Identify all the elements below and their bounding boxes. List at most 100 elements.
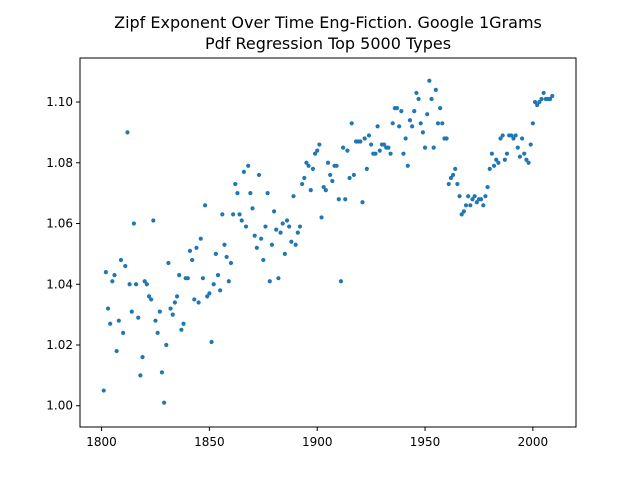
data-point xyxy=(291,194,296,199)
data-point xyxy=(369,142,374,147)
data-point xyxy=(129,309,134,314)
data-point xyxy=(149,297,154,302)
data-point xyxy=(463,203,469,208)
data-point xyxy=(526,160,531,165)
data-point xyxy=(121,330,126,335)
data-point xyxy=(162,400,167,405)
data-point xyxy=(224,254,229,260)
data-point xyxy=(177,273,182,278)
data-point xyxy=(528,142,533,147)
x-tick-label: 1900 xyxy=(302,435,333,449)
data-point xyxy=(108,321,113,326)
data-point xyxy=(425,112,430,117)
data-point xyxy=(317,142,322,147)
x-tick-label: 2000 xyxy=(518,435,549,449)
data-point xyxy=(220,212,225,217)
data-point xyxy=(218,288,223,293)
data-point xyxy=(237,212,242,217)
data-point xyxy=(328,172,333,178)
data-point xyxy=(254,245,259,250)
data-point xyxy=(174,294,180,299)
data-point xyxy=(269,242,275,247)
data-point xyxy=(377,148,382,153)
data-point xyxy=(211,282,216,287)
data-point xyxy=(410,124,415,129)
data-point xyxy=(535,102,540,108)
x-tick-label: 1950 xyxy=(410,435,441,449)
data-point xyxy=(297,224,303,229)
data-point xyxy=(207,291,212,296)
data-point xyxy=(433,87,438,92)
data-point xyxy=(403,136,408,141)
data-point xyxy=(453,166,458,171)
data-point xyxy=(228,260,234,266)
data-point xyxy=(168,306,173,311)
y-tick-label: 1.08 xyxy=(46,156,73,170)
data-point xyxy=(446,181,451,187)
data-point xyxy=(101,388,106,393)
data-point xyxy=(282,251,287,256)
data-point xyxy=(487,166,492,171)
data-point xyxy=(360,200,365,205)
data-point xyxy=(522,151,527,156)
data-point xyxy=(192,297,197,302)
data-point xyxy=(373,151,378,156)
data-point xyxy=(312,151,318,156)
data-point xyxy=(198,236,203,241)
data-point xyxy=(450,172,456,178)
data-point xyxy=(131,221,137,226)
data-point xyxy=(474,200,479,205)
y-tick-label: 1.02 xyxy=(46,338,73,352)
data-point xyxy=(457,194,462,199)
data-point xyxy=(422,145,428,150)
data-point xyxy=(302,175,307,181)
x-axis-ticks: 1800 1850 1900 1950 2000 xyxy=(86,427,548,449)
data-points xyxy=(101,78,555,405)
y-tick-label: 1.10 xyxy=(46,95,73,109)
data-point xyxy=(172,300,177,305)
data-point xyxy=(181,321,186,326)
data-point xyxy=(315,148,320,153)
data-point xyxy=(412,109,417,114)
data-point xyxy=(278,230,283,235)
data-point xyxy=(246,163,251,168)
data-point xyxy=(205,294,210,299)
data-point xyxy=(123,263,128,269)
data-point xyxy=(263,224,268,229)
data-point xyxy=(461,209,466,214)
data-point xyxy=(440,121,445,126)
data-point xyxy=(509,133,514,138)
data-point xyxy=(271,209,277,214)
chart-subtitle: Pdf Regression Top 5000 Types xyxy=(205,34,451,53)
data-point xyxy=(136,315,141,320)
chart-title: Zipf Exponent Over Time Eng-Fiction. Goo… xyxy=(114,13,542,32)
y-tick-label: 1.00 xyxy=(46,399,73,413)
data-point xyxy=(267,279,272,284)
data-point xyxy=(414,90,419,96)
data-point xyxy=(142,279,147,284)
data-point xyxy=(496,160,501,165)
data-point xyxy=(438,106,443,111)
x-tick-label: 1850 xyxy=(194,435,225,449)
data-point xyxy=(170,312,175,317)
data-point xyxy=(276,276,281,281)
data-point xyxy=(444,136,449,141)
y-axis-ticks: 1.00 1.02 1.04 1.06 1.08 1.10 xyxy=(46,95,80,413)
data-point xyxy=(334,163,339,168)
data-point xyxy=(151,218,156,223)
data-point xyxy=(345,148,350,153)
data-point xyxy=(358,139,363,144)
data-point xyxy=(295,230,300,235)
data-point xyxy=(485,184,490,190)
data-point xyxy=(343,197,348,202)
data-point xyxy=(146,294,152,299)
data-point xyxy=(405,163,410,168)
data-point xyxy=(336,197,341,202)
data-point xyxy=(103,270,108,275)
data-point xyxy=(138,373,143,378)
data-point xyxy=(455,181,460,187)
data-point xyxy=(110,279,115,284)
data-point xyxy=(164,342,169,348)
data-point xyxy=(494,157,499,162)
data-point xyxy=(364,166,369,171)
